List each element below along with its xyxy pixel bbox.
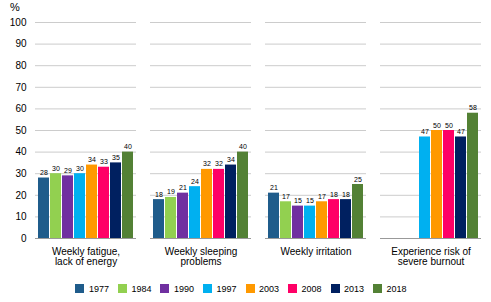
svg-text:17: 17 (282, 193, 290, 200)
svg-text:0: 0 (21, 233, 27, 244)
svg-text:18: 18 (155, 191, 163, 198)
html-text:2018: 2018 (386, 283, 407, 294)
svg-text:40: 40 (239, 143, 247, 150)
svg-text:28: 28 (40, 169, 48, 176)
svg-text:60: 60 (15, 103, 27, 114)
svg-text:Weekly sleepingproblems: Weekly sleepingproblems (165, 246, 238, 267)
svg-text:15: 15 (294, 197, 302, 204)
html-text:2013: 2013 (344, 283, 365, 294)
svg-text:Weekly irritation: Weekly irritation (281, 246, 352, 257)
svg-text:80: 80 (15, 60, 27, 71)
svg-text:34: 34 (88, 156, 96, 163)
svg-text:34: 34 (227, 156, 235, 163)
html-text:1990: 1990 (173, 283, 194, 294)
html-text:2003: 2003 (259, 283, 279, 294)
svg-text:18: 18 (342, 191, 350, 198)
svg-text:30: 30 (15, 168, 27, 179)
svg-text:32: 32 (203, 160, 211, 167)
svg-text:30: 30 (76, 165, 84, 172)
svg-text:19: 19 (167, 188, 175, 195)
svg-text:47: 47 (457, 128, 465, 135)
svg-text:40: 40 (124, 143, 132, 150)
svg-text:15: 15 (306, 197, 314, 204)
svg-text:29: 29 (64, 167, 72, 174)
html-text:1977: 1977 (88, 283, 109, 294)
svg-text:33: 33 (100, 158, 108, 165)
svg-text:25: 25 (354, 176, 362, 183)
svg-text:40: 40 (15, 146, 27, 157)
svg-text:Weekly fatigue,lack of energy: Weekly fatigue,lack of energy (52, 246, 120, 267)
svg-text:21: 21 (179, 184, 187, 191)
svg-text:50: 50 (15, 125, 27, 136)
svg-text:24: 24 (191, 178, 199, 185)
svg-text:20: 20 (15, 190, 27, 201)
svg-text:90: 90 (15, 38, 27, 49)
html-text:2008: 2008 (301, 283, 322, 294)
html-text:1984: 1984 (131, 283, 152, 294)
svg-text:35: 35 (112, 154, 120, 161)
svg-text:17: 17 (318, 193, 326, 200)
html-text:1997: 1997 (216, 283, 237, 294)
svg-text:18: 18 (330, 191, 338, 198)
svg-text:50: 50 (445, 122, 453, 129)
svg-text:32: 32 (215, 160, 223, 167)
svg-text:70: 70 (15, 82, 27, 93)
svg-text:10: 10 (15, 211, 27, 222)
svg-text:47: 47 (421, 128, 429, 135)
svg-text:100: 100 (10, 17, 27, 28)
svg-text:30: 30 (52, 165, 60, 172)
svg-text:Experience risk ofsevere burno: Experience risk ofsevere burnout (391, 246, 471, 267)
svg-text:58: 58 (469, 104, 477, 111)
svg-text:21: 21 (270, 184, 278, 191)
svg-text:50: 50 (433, 122, 441, 129)
